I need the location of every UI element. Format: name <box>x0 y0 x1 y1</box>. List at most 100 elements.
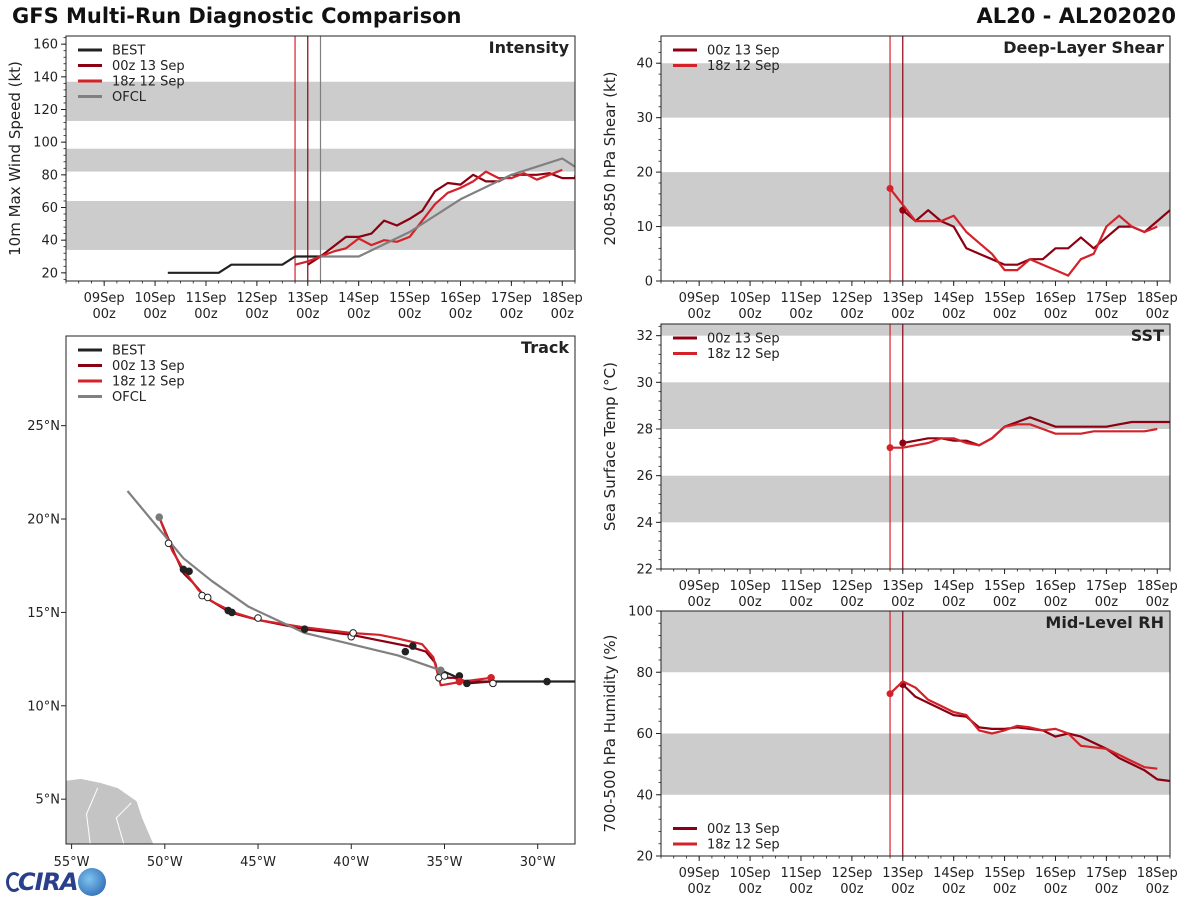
shear-xtick-label-date: 12Sep <box>831 291 872 306</box>
rh-xtick-label-date: 10Sep <box>730 866 771 881</box>
shear-xtick-label-hour: 00z <box>942 307 966 322</box>
intensity-panel-title: Intensity <box>489 38 570 57</box>
land-south-america <box>66 778 154 844</box>
rh-xtick-label-date: 09Sep <box>679 866 720 881</box>
legend-label-best: BEST <box>112 44 145 59</box>
intensity-xtick-label-date: 13Sep <box>287 291 328 306</box>
track-position-marker <box>463 679 471 688</box>
sst-xtick-label-hour: 00z <box>789 595 813 610</box>
sst-xtick-label-hour: 00z <box>1146 595 1170 610</box>
track-ytick-label: 5°N <box>36 793 61 808</box>
track-position-marker <box>155 513 164 521</box>
rh-panel: 2040608010009Sep00z10Sep00z11Sep00z12Sep… <box>601 605 1178 898</box>
track-xtick-label: 30°W <box>520 855 556 870</box>
shear-xtick-label-hour: 00z <box>687 307 711 322</box>
shear-xtick-label-hour: 00z <box>789 307 813 322</box>
intensity-ytick-label: 100 <box>33 136 58 151</box>
track-position-marker <box>436 666 445 675</box>
rh-xtick-label-date: 16Sep <box>1035 866 1076 881</box>
legend-label-18z-12-sep: 18z 12 Sep <box>112 75 185 90</box>
rh-xtick-label-hour: 00z <box>1095 882 1119 897</box>
sst-xtick-label-hour: 00z <box>993 595 1017 610</box>
sst-xtick-label-date: 11Sep <box>780 579 821 594</box>
sst-ytick-label: 24 <box>636 516 653 531</box>
intensity-xtick-label-hour: 00z <box>92 307 116 322</box>
intensity-plot-area <box>66 36 575 281</box>
shear-plot-area <box>661 36 1170 281</box>
rh-panel-title: Mid-Level RH <box>1045 613 1164 632</box>
track-position-marker <box>349 629 357 637</box>
rh-xtick-label-date: 18Sep <box>1137 866 1178 881</box>
sst-ytick-label: 22 <box>636 563 653 578</box>
intensity-xtick-label-hour: 00z <box>143 307 167 322</box>
legend-label-best: BEST <box>112 344 145 359</box>
rh-series-18z-12-sep <box>889 680 1158 770</box>
track-panel: 55°W 50°W 45°W 40°W 35°W 30°W 5°N 10°N 15°N 20°N 2… <box>27 335 576 870</box>
rh-band-0 <box>661 733 1170 795</box>
rh-xtick-label-hour: 00z <box>789 882 813 897</box>
shear-ylabel: 200-850 hPa Shear (kt) <box>601 72 619 246</box>
intensity-xtick-label-hour: 00z <box>347 307 371 322</box>
track-position-marker <box>401 647 410 656</box>
track-position-marker <box>254 614 262 622</box>
sst-series-18z-12-sep <box>890 423 1158 449</box>
shear-xtick-label-hour: 00z <box>1095 307 1119 322</box>
shear-xtick-label-date: 18Sep <box>1137 291 1178 306</box>
track-position-marker <box>489 679 497 688</box>
intensity-xtick-label-date: 14Sep <box>338 291 379 306</box>
rh-xtick-label-hour: 00z <box>840 882 864 897</box>
intensity-xtick-label-date: 15Sep <box>389 291 430 306</box>
sst-xtick-label-date: 10Sep <box>730 579 771 594</box>
intensity-ytick-label: 80 <box>41 168 58 183</box>
sst-band-0 <box>661 475 1170 523</box>
track-position-marker <box>203 593 212 602</box>
legend-label-00z-13-sep: 00z 13 Sep <box>112 359 185 374</box>
shear-panel: 01020304009Sep00z10Sep00z11Sep00z12Sep00… <box>601 35 1178 322</box>
rh-xtick-label-date: 14Sep <box>933 866 974 881</box>
track-position-marker <box>455 677 464 686</box>
track-position-marker <box>440 672 449 680</box>
shear-xtick-label-hour: 00z <box>891 307 915 322</box>
intensity-xtick-label-hour: 00z <box>296 307 320 322</box>
track-frame <box>65 335 576 845</box>
track-panel-title: Track <box>521 338 569 357</box>
intensity-ytick-label: 120 <box>33 103 58 118</box>
rh-xtick-label-date: 12Sep <box>831 866 872 881</box>
intensity-xtick-label-date: 17Sep <box>491 291 532 306</box>
sst-panel-title: SST <box>1131 326 1164 345</box>
shear-series-18z-12-sep <box>889 187 1158 277</box>
cira-logo-text: CIRA <box>18 868 79 896</box>
sst-ytick-label: 32 <box>636 329 653 344</box>
land-border <box>115 802 132 844</box>
track-position-marker <box>543 677 551 686</box>
sst-xtick-label-hour: 00z <box>687 595 711 610</box>
sst-band-2 <box>661 324 1170 336</box>
track-ytick-label: 15°N <box>27 606 60 621</box>
track-series-18z-12-sep <box>158 516 492 687</box>
cira-swirl-icon <box>6 872 22 892</box>
intensity-xtick-label-date: 18Sep <box>542 291 583 306</box>
sst-xtick-label-date: 16Sep <box>1035 579 1076 594</box>
track-position-marker <box>300 625 309 634</box>
intensity-ylabel: 10m Max Wind Speed (kt) <box>6 61 24 256</box>
intensity-ytick-label: 40 <box>41 234 58 249</box>
intensity-xtick-label-date: 10Sep <box>135 291 176 306</box>
rh-xtick-label-hour: 00z <box>993 882 1017 897</box>
shear-band-1 <box>661 63 1170 118</box>
intensity-ytick-label: 140 <box>33 70 58 85</box>
figure-title: GFS Multi-Run Diagnostic Comparison <box>12 4 462 28</box>
track-ytick-label: 25°N <box>27 419 60 434</box>
intensity-ytick-label: 20 <box>41 266 58 281</box>
sst-ytick-label: 26 <box>636 469 653 484</box>
intensity-xtick-label-hour: 00z <box>245 307 269 322</box>
legend-label-18z-12-sep: 18z 12 Sep <box>707 838 780 853</box>
track-plot-area <box>66 490 575 844</box>
shear-ytick-label: 10 <box>636 220 653 235</box>
sst-xtick-label-date: 13Sep <box>882 579 923 594</box>
track-xtick-label: 50°W <box>147 855 183 870</box>
shear-panel-title: Deep-Layer Shear <box>1003 38 1164 57</box>
legend-label-18z-12-sep: 18z 12 Sep <box>112 375 185 390</box>
sst-xtick-label-date: 12Sep <box>831 579 872 594</box>
intensity-series-best <box>167 255 321 274</box>
intensity-xtick-label-date: 11Sep <box>185 291 226 306</box>
